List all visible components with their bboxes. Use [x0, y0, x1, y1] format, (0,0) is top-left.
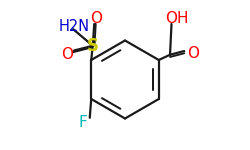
Text: OH: OH	[165, 11, 188, 26]
Text: O: O	[187, 46, 199, 62]
Text: O: O	[90, 11, 102, 26]
Text: S: S	[87, 37, 99, 55]
Text: F: F	[78, 115, 88, 130]
Text: H2N: H2N	[58, 19, 90, 34]
Text: O: O	[61, 47, 73, 62]
